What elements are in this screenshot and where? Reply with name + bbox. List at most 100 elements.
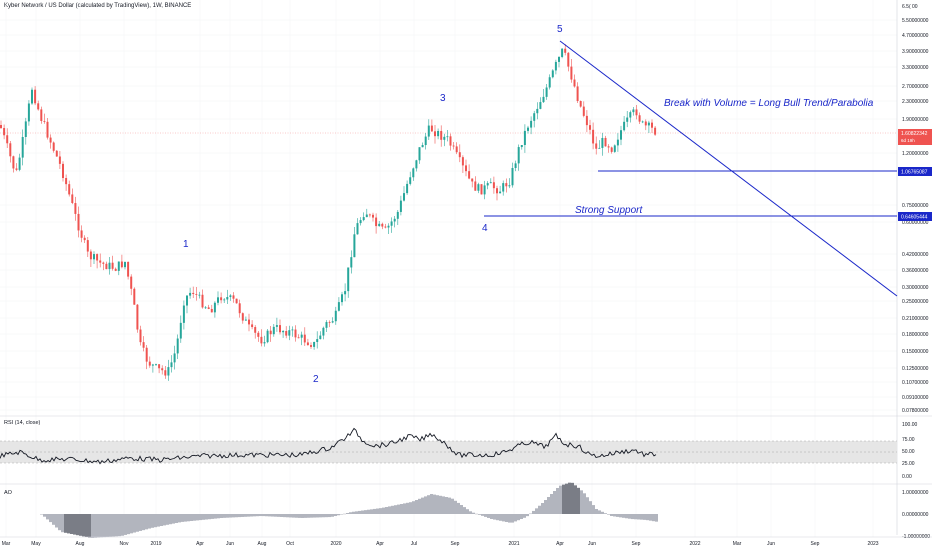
candle-body xyxy=(644,121,647,126)
break-annotation: Break with Volume = Long Bull Trend/Para… xyxy=(664,98,874,109)
ao-bar xyxy=(382,507,385,514)
candle-body xyxy=(595,143,598,149)
ao-bar xyxy=(397,504,400,514)
ao-bar xyxy=(346,513,349,514)
candle-body xyxy=(486,183,489,186)
candle-body xyxy=(127,261,130,277)
candle-body xyxy=(334,310,337,322)
ao-bar xyxy=(52,514,55,525)
candle-body xyxy=(403,193,405,201)
scale-corner-label: 6.5( 00 xyxy=(902,4,918,10)
candle-body xyxy=(86,240,89,252)
ao-bar xyxy=(55,514,58,528)
candle-body xyxy=(232,295,235,299)
candle-body xyxy=(217,297,219,303)
price-tick-19: 0.10700000 xyxy=(902,380,929,386)
ao-bar xyxy=(331,514,334,517)
ao-bar xyxy=(517,514,520,521)
ao-bar xyxy=(523,514,526,518)
ao-bar xyxy=(466,509,469,514)
ao-bar xyxy=(457,502,460,514)
ao-bar xyxy=(580,490,583,514)
candle-body xyxy=(204,307,207,309)
ao-bar xyxy=(652,514,655,522)
ao-bar xyxy=(298,514,301,518)
candle-body xyxy=(117,261,120,271)
time-axis[interactable]: Mar May Aug Nov 2019 Apr Jun Aug Oct 2020 Apr Jul Se… xyxy=(2,541,879,547)
ao-bar xyxy=(286,514,289,518)
candle-body xyxy=(130,276,133,289)
candle-body xyxy=(167,367,170,376)
price-axis[interactable] xyxy=(897,0,932,550)
ao-bar xyxy=(577,487,580,514)
candle-body xyxy=(554,61,557,71)
candle-body xyxy=(387,225,390,228)
ao-bar xyxy=(196,514,199,521)
ao-bar xyxy=(454,500,457,514)
candle-body xyxy=(443,136,446,140)
ao-bar xyxy=(325,514,328,518)
trend-line[interactable] xyxy=(559,40,898,297)
ao-bar xyxy=(67,514,70,534)
ao-bar xyxy=(505,514,508,522)
time-tick-20: Sep xyxy=(811,541,820,547)
ao-bar xyxy=(622,514,625,518)
candle-body xyxy=(412,168,415,178)
ao-bar xyxy=(358,510,361,514)
candle-body xyxy=(173,353,176,363)
candle-body xyxy=(483,185,486,195)
ao-bar xyxy=(490,514,493,519)
ao-bar xyxy=(265,514,268,517)
time-tick-9: 2020 xyxy=(330,541,341,547)
time-tick-18: Mar xyxy=(733,541,742,547)
candle-body xyxy=(520,144,523,148)
candle-body xyxy=(80,230,83,238)
ao-bar xyxy=(403,503,406,514)
ao-bar xyxy=(145,514,148,530)
candle-body xyxy=(269,330,272,335)
ao-bar xyxy=(583,493,586,514)
ao-bar xyxy=(598,510,601,514)
ao-bar xyxy=(139,514,142,531)
ao-bar xyxy=(190,514,193,521)
ao-bar xyxy=(472,512,475,514)
candle-body xyxy=(46,121,49,138)
candle-body xyxy=(62,163,64,179)
candle-body xyxy=(629,112,632,118)
candle-body xyxy=(257,332,260,337)
candle-body xyxy=(499,191,502,194)
ao-bar xyxy=(433,494,436,514)
candle-body xyxy=(496,188,498,194)
candle-body xyxy=(353,234,356,258)
rsi-tick-25: 25.00 xyxy=(902,461,915,467)
level-badge-2 xyxy=(898,212,932,221)
ao-bar xyxy=(259,514,262,517)
candle-body xyxy=(561,48,564,57)
candle-body xyxy=(347,267,350,292)
time-tick-10: Apr xyxy=(376,541,384,547)
ao-bar xyxy=(634,514,637,520)
ao-bar xyxy=(244,514,247,517)
candle-body xyxy=(319,335,322,340)
candle-body xyxy=(89,251,92,260)
ao-bar xyxy=(421,497,424,514)
time-tick-14: Apr xyxy=(556,541,564,547)
ao-bar xyxy=(316,514,319,518)
price-tick-9: 0.75000000 xyxy=(902,203,929,209)
ao-bar xyxy=(262,514,265,517)
candle-body xyxy=(427,125,430,137)
candle-body xyxy=(623,121,626,131)
rsi-tick-50: 50.00 xyxy=(902,449,915,455)
candle-body xyxy=(300,334,303,338)
candle-body xyxy=(446,136,449,138)
ao-bar xyxy=(202,514,205,520)
candle-body xyxy=(418,147,421,161)
candle-body xyxy=(313,341,316,347)
rsi-tick-0: 0.00 xyxy=(902,474,912,480)
candle-body xyxy=(381,223,384,227)
ao-bar xyxy=(109,514,112,537)
grid xyxy=(0,0,897,537)
ao-bar xyxy=(73,514,76,535)
candle-body xyxy=(647,122,650,126)
